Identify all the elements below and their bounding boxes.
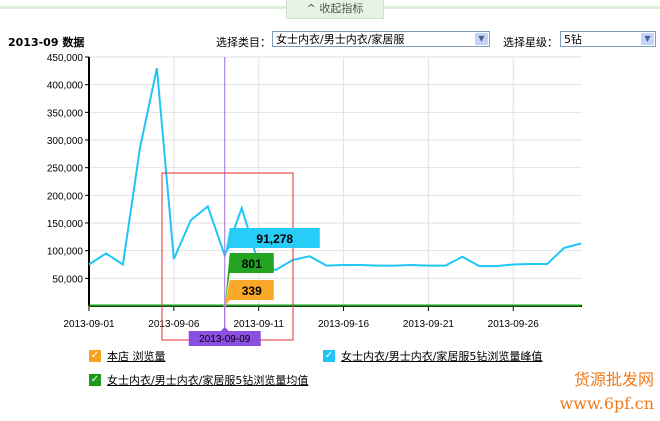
tooltip-box (224, 228, 320, 256)
y-tick-label: 400,000 (47, 81, 84, 92)
crosshair-date-label: 2013-09-09 (199, 334, 251, 345)
tooltip-box (224, 280, 274, 306)
y-tick-label: 350,000 (47, 108, 84, 119)
series-line (88, 67, 582, 272)
crosshair-date-box (188, 327, 261, 346)
y-tick-label: 50,000 (52, 274, 83, 285)
level-select[interactable]: 5钻 ▼ (560, 31, 656, 47)
checkbox-checked-icon[interactable]: ✓ (323, 350, 335, 362)
checkbox-checked-icon[interactable]: ✓ (89, 374, 101, 386)
y-tick-label: 300,000 (47, 136, 84, 147)
x-tick-label: 2013-09-06 (148, 319, 200, 330)
category-label: 选择类目： (216, 36, 271, 49)
category-value: 女士内衣/男士内衣/家居服 (276, 33, 405, 46)
tooltip-value: 339 (242, 284, 262, 298)
checkbox-checked-icon[interactable]: ✓ (89, 350, 101, 362)
collapse-indicators-button[interactable]: ^ 收起指标 (286, 0, 384, 19)
tooltip-box (224, 253, 274, 306)
x-tick-label: 2013-09-01 (63, 319, 115, 330)
y-tick-label: 150,000 (47, 219, 84, 230)
line-chart: 50,000 100,000 150,000 200,000 250,000 300,00… (47, 53, 582, 346)
y-tick-label: 200,000 (47, 191, 84, 202)
legend-item-peak[interactable]: ✓ 女士内衣/男士内衣/家居服5钻浏览量峰值 (323, 348, 542, 364)
x-tick-label: 2013-09-11 (233, 319, 284, 330)
y-tick-label: 100,000 (47, 247, 84, 258)
watermark-logo: 货源批发网 www.6pf.cn (559, 370, 654, 413)
level-value: 5钻 (564, 33, 582, 46)
x-tick-label: 2013-09-21 (403, 319, 455, 330)
x-tick-label: 2013-09-26 (488, 319, 540, 330)
tooltip-value: 91,278 (256, 232, 293, 246)
tooltip-value: 801 (242, 257, 262, 271)
legend-item-avg[interactable]: ✓ 女士内衣/男士内衣/家居服5钻浏览量均值 (89, 372, 308, 388)
chevron-down-icon: ▼ (475, 33, 488, 45)
legend-label: 女士内衣/男士内衣/家居服5钻浏览量峰值 (341, 350, 543, 363)
y-tick-label: 250,000 (47, 164, 84, 175)
page-title: 2013-09 数据 (8, 36, 85, 49)
y-tick-label: 450,000 (47, 53, 84, 64)
category-select[interactable]: 女士内衣/男士内衣/家居服 ▼ (272, 31, 490, 47)
legend-label: 本店 浏览量 (107, 350, 166, 363)
x-tick-label: 2013-09-16 (318, 319, 370, 330)
chevron-down-icon: ▼ (641, 33, 654, 45)
legend-label: 女士内衣/男士内衣/家居服5钻浏览量均值 (107, 374, 309, 387)
level-label: 选择星级： (503, 36, 558, 49)
legend-item-shop[interactable]: ✓ 本店 浏览量 (89, 348, 166, 364)
